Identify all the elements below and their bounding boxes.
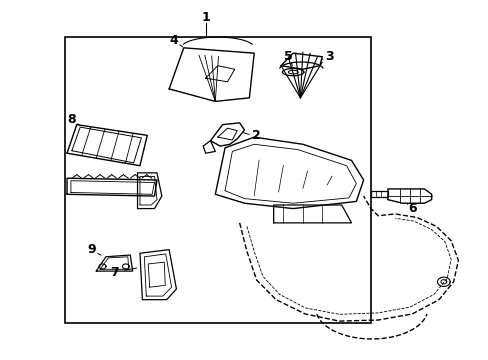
Bar (64, 37, 370, 323)
Text: 4: 4 (169, 34, 178, 47)
Text: 3: 3 (325, 50, 333, 63)
Text: 8: 8 (67, 113, 76, 126)
Text: 9: 9 (87, 243, 96, 256)
Text: 7: 7 (110, 266, 118, 279)
Text: 6: 6 (407, 202, 416, 215)
Text: 1: 1 (201, 11, 209, 24)
Text: 2: 2 (252, 129, 261, 142)
Text: 5: 5 (284, 50, 292, 63)
